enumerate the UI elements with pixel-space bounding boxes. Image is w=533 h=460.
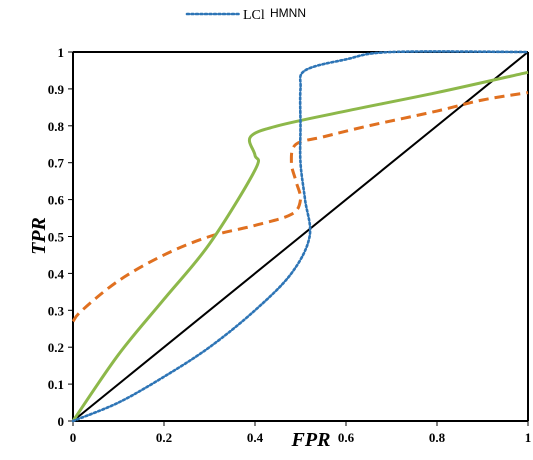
y-tick-label: 0 — [58, 414, 65, 429]
series-line-0 — [71, 50, 530, 423]
x-tick-label: 0.2 — [156, 430, 172, 445]
legend-label-hmnn: HMNN — [270, 6, 306, 20]
y-tick-label: 0.3 — [48, 303, 65, 318]
x-tick-label: 0.6 — [338, 430, 355, 445]
series-line-3 — [72, 51, 529, 422]
legend: LCl HMNN — [185, 6, 306, 23]
y-tick-label: 0.1 — [48, 377, 64, 392]
x-tick-label: 0 — [70, 430, 77, 445]
tick-labels: 0 0.1 0.2 0.3 0.4 0.5 0.6 0.7 0.8 0.9 1 0 0.2 0.4 0.6 0… — [48, 45, 532, 445]
x-tick-label: 1 — [525, 430, 532, 445]
y-tick-label: 0.5 — [48, 230, 65, 245]
y-tick-label: 1 — [58, 45, 65, 60]
series-line-1 — [71, 91, 529, 323]
x-axis-title: FPR — [291, 429, 331, 451]
y-tick-label: 0.2 — [48, 340, 64, 355]
y-axis-title: TPR — [28, 217, 50, 255]
y-tick-label: 0.9 — [48, 82, 65, 97]
y-tick-label: 0.4 — [48, 266, 65, 281]
series-group — [71, 50, 530, 423]
x-tick-label: 0.4 — [247, 430, 264, 445]
x-tick-label: 0.8 — [429, 430, 446, 445]
legend-label-lcl: LCl — [243, 8, 265, 23]
y-tick-label: 0.8 — [48, 119, 65, 134]
y-tick-label: 0.7 — [48, 156, 65, 171]
y-tick-label: 0.6 — [48, 193, 65, 208]
series-line-2 — [71, 70, 529, 422]
